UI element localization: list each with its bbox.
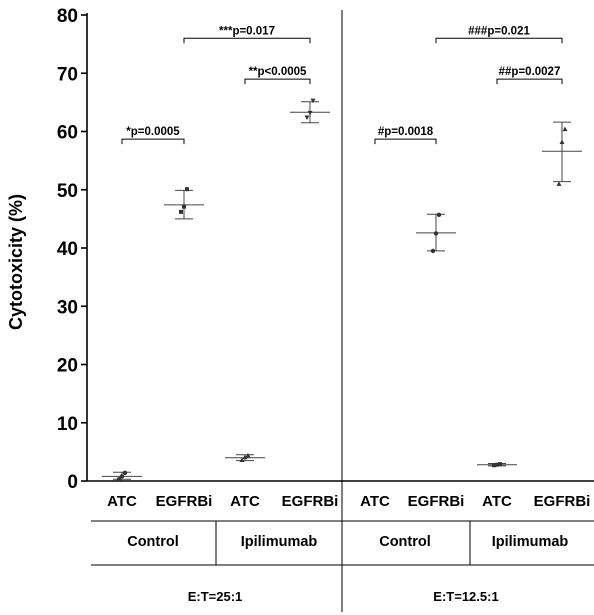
significance-label: #p=0.0018	[378, 126, 434, 138]
data-point	[122, 470, 128, 476]
category-label: EGFRBi	[408, 493, 465, 510]
ratio-group-label: E:T=25:1	[188, 589, 243, 604]
data-point	[179, 209, 183, 214]
significance-bracket	[183, 37, 311, 44]
y-tick-label: 0	[67, 472, 78, 493]
data-point	[310, 98, 316, 104]
category-label: EGFRBi	[534, 493, 591, 510]
data-point	[433, 231, 439, 236]
y-tick-label: 30	[57, 297, 78, 318]
data-point	[556, 181, 562, 186]
category-label: ATC	[230, 493, 260, 510]
y-ticks: 0 10 20 30 40 50 60 70 80	[57, 6, 87, 493]
category-label: ATC	[360, 493, 390, 510]
y-tick-label: 70	[57, 64, 78, 85]
data-point	[307, 110, 313, 116]
y-axis-label: Cytotoxicity (%)	[6, 194, 26, 330]
category-label: EGFRBi	[282, 493, 339, 510]
significance-bracket	[244, 78, 311, 85]
significance-label: **p<0.0005	[249, 66, 307, 78]
significance-label: ##p=0.0027	[499, 66, 561, 78]
data-point	[116, 477, 122, 482]
category-label: EGFRBi	[156, 493, 213, 510]
data-point	[498, 462, 502, 467]
data-point	[119, 474, 125, 479]
significance-label: ###p=0.021	[468, 25, 530, 37]
y-tick-label: 20	[57, 356, 78, 377]
treatment-group-label: Ipilimumab	[492, 534, 569, 550]
y-tick-label: 40	[57, 239, 78, 260]
significance-label: ***p=0.017	[219, 25, 275, 37]
data-point	[430, 248, 436, 254]
significance-label: *p=0.0005	[126, 126, 180, 138]
significance-bracket	[121, 138, 185, 145]
ratio-group-label: E:T=12.5:1	[433, 589, 498, 604]
category-label: ATC	[482, 493, 512, 510]
group-labels: Control Ipilimumab Control Ipilimumab E:T=25…	[91, 520, 594, 604]
significance-bracket	[435, 37, 563, 44]
data-point	[185, 187, 189, 192]
data-point	[242, 454, 248, 460]
y-tick-label: 50	[57, 181, 78, 202]
axes	[86, 10, 594, 612]
plot-area	[102, 98, 582, 482]
y-tick-label: 80	[57, 6, 78, 27]
category-labels: ATC EGFRBi ATC EGFRBi ATC EGFRBi ATC EGFRBi	[107, 493, 590, 510]
treatment-group-label: Control	[379, 534, 431, 550]
treatment-group-label: Control	[127, 534, 179, 550]
data-point	[436, 212, 442, 217]
data-point	[562, 126, 568, 132]
category-label: ATC	[107, 493, 137, 510]
treatment-group-label: Ipilimumab	[241, 534, 318, 550]
y-tick-label: 60	[57, 123, 78, 144]
significance-brackets: *p=0.0005 ***p=0.017 **p<0.0005 #p=0.0018 ##…	[121, 25, 563, 145]
significance-bracket	[496, 78, 563, 85]
data-point	[245, 452, 251, 458]
y-tick-label: 10	[57, 414, 78, 435]
data-point	[239, 457, 245, 463]
data-point	[304, 115, 310, 121]
significance-bracket	[374, 138, 437, 145]
data-point	[559, 139, 565, 144]
data-point	[182, 204, 186, 209]
